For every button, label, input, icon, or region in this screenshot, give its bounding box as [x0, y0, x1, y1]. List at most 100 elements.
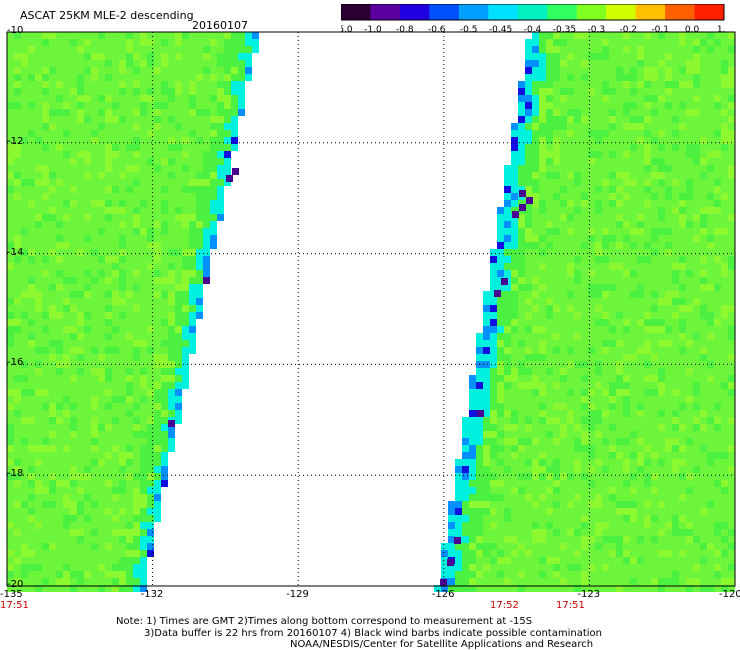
swath-cell — [133, 200, 140, 207]
swath-cell — [644, 571, 651, 578]
swath-cell — [21, 536, 28, 543]
swath-cell — [595, 529, 602, 536]
swath-cell — [679, 536, 686, 543]
swath-cell — [721, 102, 728, 109]
swath-cell — [518, 340, 525, 347]
swath-cell — [602, 382, 609, 389]
swath-cell — [504, 214, 511, 221]
swath-cell — [518, 424, 525, 431]
swath-cell — [560, 550, 567, 557]
swath-cell — [532, 228, 539, 235]
swath-cell — [63, 165, 70, 172]
swath-cell — [217, 144, 224, 151]
swath-cell — [476, 375, 483, 382]
swath-cell — [105, 298, 112, 305]
swath-cell — [665, 557, 672, 564]
swath-cell — [21, 221, 28, 228]
swath-cell — [224, 179, 231, 186]
swath-cell — [14, 60, 21, 67]
swath-cell — [714, 88, 721, 95]
swath-cell — [511, 207, 518, 214]
swath-cell — [217, 74, 224, 81]
swath-cell — [560, 403, 567, 410]
swath-cell — [28, 95, 35, 102]
swath-cell — [196, 228, 203, 235]
swath-cell — [574, 46, 581, 53]
swath-cell — [679, 494, 686, 501]
swath-cell — [70, 60, 77, 67]
swath-cell — [119, 536, 126, 543]
swath-cell — [693, 487, 700, 494]
swath-cell — [504, 536, 511, 543]
swath-cell — [133, 361, 140, 368]
swath-cell — [126, 431, 133, 438]
swath-cell — [616, 550, 623, 557]
swath-cell — [644, 39, 651, 46]
swath-cell — [714, 550, 721, 557]
swath-cell — [581, 130, 588, 137]
swath-cell — [665, 130, 672, 137]
swath-cell — [672, 172, 679, 179]
swath-cell — [126, 375, 133, 382]
swath-cell — [630, 88, 637, 95]
swath-cell — [609, 207, 616, 214]
swath-cell — [574, 228, 581, 235]
swath-cell — [679, 158, 686, 165]
swath-cell — [574, 361, 581, 368]
swath-cell — [147, 396, 154, 403]
swath-cell — [728, 459, 735, 466]
swath-cell — [119, 130, 126, 137]
swath-cell — [602, 88, 609, 95]
swath-cell — [7, 312, 14, 319]
swath-cell — [126, 249, 133, 256]
swath-cell — [511, 508, 518, 515]
swath-cell — [490, 403, 497, 410]
swath-cell — [721, 487, 728, 494]
swath-cell — [56, 123, 63, 130]
swath-cell — [91, 88, 98, 95]
swath-cell — [658, 522, 665, 529]
swath-cell — [588, 95, 595, 102]
swath-cell — [126, 263, 133, 270]
swath-cell — [686, 354, 693, 361]
swath-cell — [721, 410, 728, 417]
swath-cell — [84, 186, 91, 193]
swath-cell — [644, 88, 651, 95]
swath-cell — [595, 396, 602, 403]
swath-cell — [119, 326, 126, 333]
swath-cell — [483, 480, 490, 487]
swath-cell — [609, 382, 616, 389]
swath-cell — [112, 529, 119, 536]
swath-cell — [707, 284, 714, 291]
swath-cell — [679, 543, 686, 550]
swath-cell — [574, 67, 581, 74]
swath-cell — [140, 312, 147, 319]
swath-cell — [721, 298, 728, 305]
swath-cell — [714, 396, 721, 403]
swath-cell — [56, 53, 63, 60]
swath-cell — [42, 130, 49, 137]
swath-cell — [581, 186, 588, 193]
swath-cell — [665, 158, 672, 165]
swath-cell — [700, 382, 707, 389]
swath-cell — [651, 417, 658, 424]
swath-cell — [567, 130, 574, 137]
swath-cell — [721, 557, 728, 564]
swath-cell — [672, 417, 679, 424]
swath-cell — [140, 81, 147, 88]
swath-cell — [658, 74, 665, 81]
swath-cell — [693, 319, 700, 326]
swath-cell — [91, 494, 98, 501]
swath-cell — [21, 361, 28, 368]
swath-cell — [70, 375, 77, 382]
swath-cell — [728, 466, 735, 473]
swath-cell — [462, 529, 469, 536]
swath-cell — [686, 186, 693, 193]
swath-cell — [588, 368, 595, 375]
swath-cell — [112, 480, 119, 487]
swath-cell — [175, 207, 182, 214]
swath-cell — [581, 298, 588, 305]
swath-cell — [105, 312, 112, 319]
swath-cell — [77, 67, 84, 74]
swath-cell — [553, 74, 560, 81]
